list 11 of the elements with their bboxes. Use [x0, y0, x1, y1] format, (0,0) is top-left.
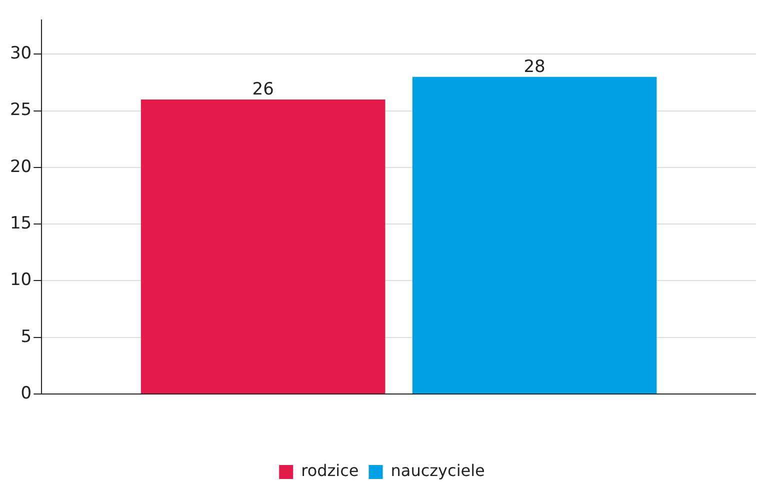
y-tick-label: 20 — [10, 156, 32, 177]
data-label: 26 — [252, 79, 274, 100]
y-tick-label: 25 — [10, 100, 32, 120]
y-tick-label: 10 — [10, 270, 32, 290]
y-tick-label: 30 — [10, 44, 32, 64]
y-tick-label: 5 — [20, 326, 32, 347]
data-label: 28 — [524, 56, 546, 77]
legend-label: nauczyciele — [390, 461, 485, 480]
legend-label: rodzice — [301, 461, 359, 480]
y-tick-label: 15 — [10, 214, 32, 234]
y-tick-label: 0 — [20, 383, 32, 404]
